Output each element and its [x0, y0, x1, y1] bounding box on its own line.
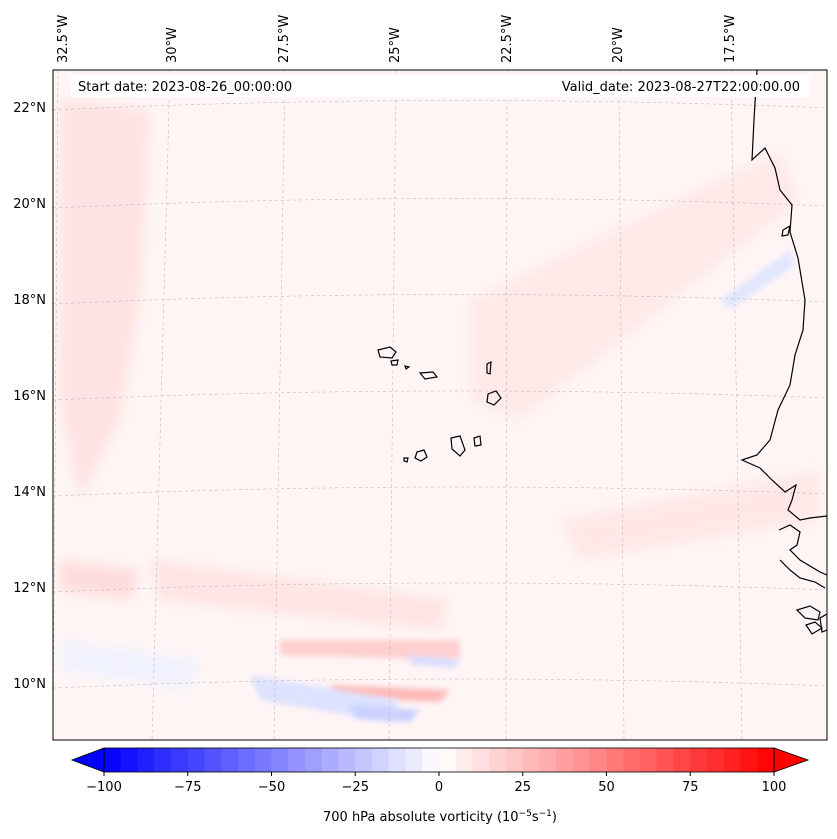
- lon-tick-label: 20°W: [611, 27, 626, 63]
- colorbar-swatch: [656, 748, 674, 772]
- colorbar-swatch: [288, 748, 306, 772]
- colorbar-swatch: [355, 748, 373, 772]
- lat-tick-label: 12°N: [13, 581, 46, 596]
- colorbar-swatch: [573, 748, 591, 772]
- colorbar-swatch: [757, 748, 775, 772]
- africa-coastline: [740, 70, 827, 635]
- vorticity-field: [60, 100, 820, 722]
- colorbar-swatch: [489, 748, 507, 772]
- latitude-ticks: 22°N 20°N 18°N 16°N 14°N 12°N 10°N: [13, 101, 46, 692]
- map-panel: [53, 70, 827, 740]
- colorbar-swatch: [221, 748, 239, 772]
- colorbar-swatch: [104, 748, 122, 772]
- lon-tick-label: 30°W: [165, 27, 180, 63]
- colorbar-swatch: [254, 748, 272, 772]
- colorbar-swatch: [640, 748, 658, 772]
- colorbar-tick-label: 75: [682, 780, 699, 795]
- colorbar-swatches: [104, 748, 775, 772]
- lon-tick-label: 32.5°W: [56, 15, 71, 63]
- colorbar-swatch: [723, 748, 741, 772]
- colorbar-swatch: [372, 748, 390, 772]
- colorbar-swatch: [673, 748, 691, 772]
- colorbar-swatch: [556, 748, 574, 772]
- colorbar-tick-label: −100: [86, 780, 122, 795]
- colorbar: −100 −75 −50 −25 0 25 50 75 100 700 hPa absolute…: [70, 747, 810, 825]
- colorbar-swatch: [271, 748, 289, 772]
- colorbar-tick-label: −50: [258, 780, 285, 795]
- colorbar-swatch: [472, 748, 490, 772]
- colorbar-swatch: [439, 748, 457, 772]
- lon-tick-label: 22.5°W: [500, 15, 515, 63]
- cape-verde-islands: [377, 346, 502, 463]
- colorbar-tick-label: 50: [598, 780, 615, 795]
- start-date-label: Start date: 2023-08-26_00:00:00: [78, 80, 292, 95]
- lat-tick-label: 18°N: [13, 293, 46, 308]
- colorbar-swatch: [539, 748, 557, 772]
- lat-tick-label: 22°N: [13, 101, 46, 116]
- colorbar-swatch: [338, 748, 356, 772]
- colorbar-swatch: [238, 748, 256, 772]
- colorbar-swatch: [455, 748, 473, 772]
- colorbar-swatch: [305, 748, 323, 772]
- colorbar-swatch: [154, 748, 172, 772]
- colorbar-swatch: [120, 748, 138, 772]
- colorbar-swatch: [740, 748, 758, 772]
- colorbar-tick-label: −75: [174, 780, 201, 795]
- colorbar-swatch: [405, 748, 423, 772]
- colorbar-swatch: [321, 748, 339, 772]
- lon-tick-label: 27.5°W: [277, 15, 292, 63]
- colorbar-swatch: [522, 748, 540, 772]
- colorbar-swatch: [690, 748, 708, 772]
- date-banner: Start date: 2023-08-26_00:00:00 Valid_da…: [71, 75, 809, 97]
- colorbar-low-extend: [70, 747, 105, 773]
- lat-tick-label: 20°N: [13, 197, 46, 212]
- colorbar-swatch: [204, 748, 222, 772]
- colorbar-swatch: [137, 748, 155, 772]
- colorbar-swatch: [171, 748, 189, 772]
- lon-tick-label: 17.5°W: [723, 15, 738, 63]
- colorbar-high-extend: [773, 747, 810, 773]
- colorbar-swatch: [506, 748, 524, 772]
- colorbar-swatch: [707, 748, 725, 772]
- graticule: [53, 70, 827, 740]
- colorbar-tick-label: 0: [435, 780, 443, 795]
- colorbar-swatch: [388, 748, 406, 772]
- colorbar-label: 700 hPa absolute vorticity (10−5s−1): [323, 809, 557, 825]
- colorbar-tick-label: 25: [514, 780, 531, 795]
- colorbar-swatch: [187, 748, 205, 772]
- colorbar-swatch: [606, 748, 624, 772]
- colorbar-tick-label: −25: [342, 780, 369, 795]
- colorbar-swatch: [623, 748, 641, 772]
- lat-tick-label: 14°N: [13, 485, 46, 500]
- valid-date-label: Valid_date: 2023-08-27T22:00:00.00: [562, 80, 800, 95]
- longitude-ticks: 32.5°W 30°W 27.5°W 25°W 22.5°W 20°W 17.5…: [56, 15, 738, 63]
- colorbar-ticks: −100 −75 −50 −25 0 25 50 75 100: [86, 772, 786, 795]
- lat-tick-label: 10°N: [13, 677, 46, 692]
- lat-tick-label: 16°N: [13, 389, 46, 404]
- colorbar-swatch: [422, 748, 440, 772]
- map-frame: [52, 69, 828, 741]
- lon-tick-label: 25°W: [388, 27, 403, 63]
- colorbar-swatch: [589, 748, 607, 772]
- colorbar-tick-label: 100: [762, 780, 787, 795]
